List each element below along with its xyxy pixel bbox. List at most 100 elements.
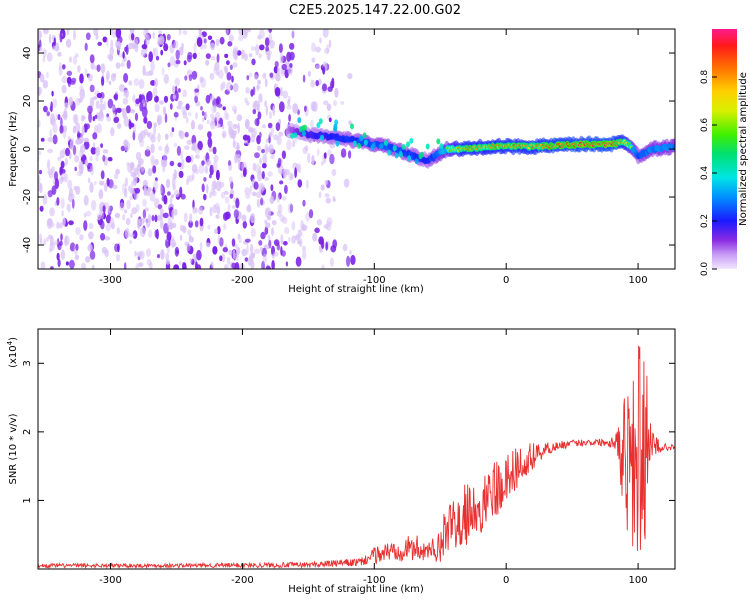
- noise-dot: [188, 111, 192, 117]
- noise-dot: [252, 109, 257, 115]
- noise-dot: [244, 97, 248, 104]
- noise-dot: [166, 178, 170, 189]
- noise-dot: [98, 189, 104, 200]
- noise-dot: [271, 260, 275, 269]
- noise-dot: [38, 30, 42, 40]
- noise-dot: [283, 241, 288, 246]
- noise-dot: [261, 163, 267, 169]
- noise-dot: [154, 158, 159, 166]
- noise-dot: [100, 143, 103, 148]
- noise-dot: [146, 145, 150, 152]
- noise-dot: [97, 112, 101, 122]
- noise-dot: [180, 150, 184, 160]
- noise-dot: [199, 29, 202, 37]
- noise-dot: [123, 73, 129, 83]
- noise-dot: [188, 74, 193, 82]
- snr-y-axis: 1 2 3: [22, 360, 675, 504]
- spectrogram-x-tick-label: 100: [629, 275, 648, 286]
- noise-dot: [183, 212, 188, 223]
- noise-dot: [238, 235, 242, 244]
- noise-dot: [103, 100, 107, 111]
- noise-dot: [207, 137, 213, 148]
- noise-dot: [78, 160, 84, 171]
- noise-dot: [57, 258, 61, 268]
- noise-dot: [62, 64, 66, 70]
- noise-dot: [40, 261, 46, 269]
- noise-dot: [169, 103, 173, 110]
- noise-dot: [121, 183, 127, 194]
- colorbar: 0.0 0.2 0.4 0.6 0.8 Normalized spectral ampl…: [700, 29, 749, 276]
- noise-dot: [60, 176, 65, 181]
- ridge-blob: [350, 123, 354, 130]
- noise-dot: [104, 236, 111, 241]
- noise-dot: [109, 47, 115, 56]
- noise-dot: [304, 105, 307, 112]
- noise-dot: [46, 111, 50, 117]
- noise-dot: [272, 105, 276, 116]
- noise-dot: [97, 41, 103, 47]
- noise-dot: [340, 100, 345, 105]
- noise-dot: [206, 119, 210, 125]
- noise-dot: [289, 63, 293, 68]
- noise-dot: [221, 130, 227, 139]
- noise-dot: [145, 248, 151, 257]
- noise-dot: [146, 92, 150, 103]
- noise-dot: [232, 105, 237, 112]
- noise-dot: [328, 39, 332, 48]
- noise-dot: [60, 198, 65, 209]
- colorbar-tick-label: 0.2: [700, 214, 710, 228]
- noise-dot: [150, 143, 155, 154]
- noise-dot: [179, 224, 185, 232]
- noise-dot: [51, 185, 57, 196]
- noise-dot: [279, 52, 284, 64]
- noise-dot: [307, 152, 311, 164]
- noise-dot: [114, 212, 121, 219]
- noise-dot: [148, 70, 154, 76]
- noise-dot: [184, 75, 188, 81]
- noise-dot: [46, 159, 51, 170]
- noise-dot: [265, 222, 271, 228]
- noise-dot: [92, 132, 98, 140]
- noise-dot: [318, 191, 322, 199]
- noise-dot: [129, 239, 133, 244]
- noise-dot: [157, 36, 161, 47]
- noise-dot: [217, 226, 221, 235]
- noise-dot: [95, 146, 101, 157]
- noise-dot: [346, 255, 351, 267]
- noise-dot: [124, 262, 127, 269]
- noise-dot: [247, 29, 252, 33]
- noise-dot: [129, 109, 136, 114]
- noise-dot: [289, 42, 295, 50]
- noise-dot: [39, 233, 42, 243]
- noise-dot: [325, 220, 332, 232]
- ridge-blob: [333, 123, 338, 130]
- noise-dot: [122, 97, 129, 105]
- noise-dot: [314, 227, 320, 234]
- noise-dot: [117, 123, 122, 129]
- noise-dot: [305, 179, 309, 189]
- noise-dot: [176, 105, 182, 110]
- noise-dot: [107, 157, 113, 162]
- noise-dot: [154, 78, 159, 88]
- noise-dot: [143, 129, 148, 136]
- noise-dot: [224, 53, 229, 59]
- noise-dot: [256, 117, 260, 127]
- ridge-blob: [297, 117, 302, 124]
- noise-dot: [327, 149, 332, 157]
- noise-dot: [235, 198, 240, 209]
- noise-dot: [258, 165, 262, 174]
- noise-dot: [225, 29, 229, 36]
- noise-dot: [236, 246, 241, 255]
- noise-dot: [347, 73, 353, 80]
- noise-dot: [265, 265, 271, 269]
- noise-dot: [219, 36, 225, 45]
- noise-dot: [159, 220, 164, 229]
- noise-dot: [181, 262, 186, 269]
- noise-dot: [278, 43, 283, 53]
- noise-dot: [329, 153, 335, 165]
- noise-dot: [249, 185, 252, 195]
- noise-dot: [257, 34, 262, 40]
- colorbar-tick-label: 0.6: [700, 118, 710, 133]
- noise-dot: [38, 86, 43, 95]
- noise-dot: [149, 191, 156, 202]
